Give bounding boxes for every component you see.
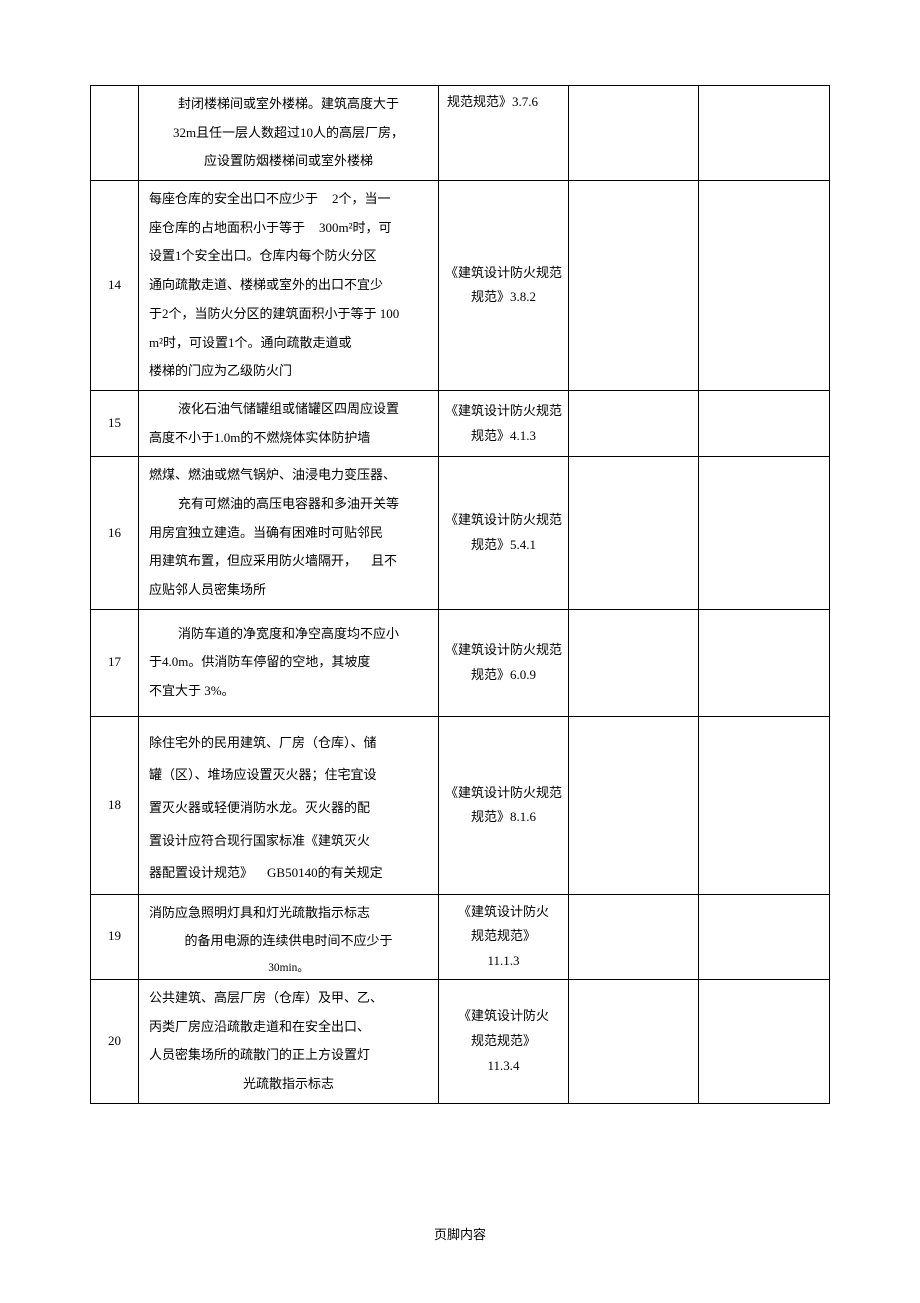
table-row: 16 燃煤、燃油或燃气锅炉、油浸电力变压器、 充有可燃油的高压电容器和多油开关等… xyxy=(91,457,830,609)
desc-line: 器配置设计规范》GB50140的有关规定 xyxy=(145,857,432,890)
row-col4 xyxy=(569,390,699,456)
desc-line: 的备用电源的连续供电时间不应少于 xyxy=(145,927,432,956)
desc-line: 高度不小于1.0m的不燃烧体实体防护墙 xyxy=(145,424,432,453)
row-description: 除住宅外的民用建筑、厂房（仓库）、储 罐（区）、堆场应设置灭火器；住宅宜设 置灭… xyxy=(139,716,439,894)
desc-line: 用建筑布置，但应采用防火墙隔开，且不 xyxy=(145,547,432,576)
row-col5 xyxy=(699,181,830,391)
row-reference: 《建筑设计防火规范规范》8.1.6 xyxy=(439,716,569,894)
ref-line: 11.1.3 xyxy=(445,949,562,974)
ref-line: 规范规范》 xyxy=(445,1029,562,1054)
desc-line: 用房宜独立建造。当确有困难时可贴邻民 xyxy=(145,519,432,548)
row-number: 17 xyxy=(91,609,139,716)
ref-line: 《建筑设计防火 xyxy=(445,1004,562,1029)
row-description: 封闭楼梯间或室外楼梯。建筑高度大于 32m且任一层人数超过10人的高层厂房， 应… xyxy=(139,86,439,181)
row-number: 18 xyxy=(91,716,139,894)
table-row: 18 除住宅外的民用建筑、厂房（仓库）、储 罐（区）、堆场应设置灭火器；住宅宜设… xyxy=(91,716,830,894)
desc-line: 座仓库的占地面积小于等于300m²时，可 xyxy=(145,214,432,243)
row-col4 xyxy=(569,181,699,391)
desc-line: 置设计应符合现行国家标准《建筑灭火 xyxy=(145,825,432,858)
desc-line: 光疏散指示标志 xyxy=(145,1070,432,1099)
desc-line: 于4.0m。供消防车停留的空地，其坡度 xyxy=(145,648,432,677)
desc-line: 30min。 xyxy=(152,957,425,979)
desc-line: 人员密集场所的疏散门的正上方设置灯 xyxy=(145,1041,432,1070)
desc-line: 通向疏散走道、楼梯或室外的出口不宜少 xyxy=(145,271,432,300)
row-number: 20 xyxy=(91,979,139,1103)
row-col4 xyxy=(569,979,699,1103)
row-reference: 《建筑设计防火规范规范》6.0.9 xyxy=(439,609,569,716)
row-reference: 《建筑设计防火 规范规范》 11.1.3 xyxy=(439,894,569,979)
page-container: 封闭楼梯间或室外楼梯。建筑高度大于 32m且任一层人数超过10人的高层厂房， 应… xyxy=(0,0,920,1144)
row-description: 液化石油气储罐组或储罐区四周应设置 高度不小于1.0m的不燃烧体实体防护墙 xyxy=(139,390,439,456)
desc-line: 封闭楼梯间或室外楼梯。建筑高度大于 xyxy=(145,90,432,119)
row-col4 xyxy=(569,894,699,979)
desc-line: 应贴邻人员密集场所 xyxy=(145,576,432,605)
desc-line: 充有可燃油的高压电容器和多油开关等 xyxy=(145,490,432,519)
row-number: 16 xyxy=(91,457,139,609)
table-row: 封闭楼梯间或室外楼梯。建筑高度大于 32m且任一层人数超过10人的高层厂房， 应… xyxy=(91,86,830,181)
desc-line: 公共建筑、高层厂房（仓库）及甲、乙、 xyxy=(145,984,432,1013)
table-row: 14 每座仓库的安全出口不应少于2个，当一 座仓库的占地面积小于等于300m²时… xyxy=(91,181,830,391)
row-reference: 规范规范》3.7.6 xyxy=(439,86,569,181)
row-number: 19 xyxy=(91,894,139,979)
desc-line: 置灭火器或轻便消防水龙。灭火器的配 xyxy=(145,792,432,825)
regulations-table: 封闭楼梯间或室外楼梯。建筑高度大于 32m且任一层人数超过10人的高层厂房， 应… xyxy=(90,85,830,1104)
table-row: 20 公共建筑、高层厂房（仓库）及甲、乙、 丙类厂房应沿疏散走道和在安全出口、 … xyxy=(91,979,830,1103)
desc-line: 消防车道的净宽度和净空高度均不应小 xyxy=(145,620,432,649)
ref-line: 11.3.4 xyxy=(445,1054,562,1079)
row-description: 公共建筑、高层厂房（仓库）及甲、乙、 丙类厂房应沿疏散走道和在安全出口、 人员密… xyxy=(139,979,439,1103)
table-body: 封闭楼梯间或室外楼梯。建筑高度大于 32m且任一层人数超过10人的高层厂房， 应… xyxy=(91,86,830,1104)
desc-line: 液化石油气储罐组或储罐区四周应设置 xyxy=(145,395,432,424)
row-col5 xyxy=(699,457,830,609)
desc-line: 不宜大于 3%。 xyxy=(145,677,432,706)
desc-line: 楼梯的门应为乙级防火门 xyxy=(145,357,432,386)
table-row: 17 消防车道的净宽度和净空高度均不应小 于4.0m。供消防车停留的空地，其坡度… xyxy=(91,609,830,716)
desc-line: 每座仓库的安全出口不应少于2个，当一 xyxy=(145,185,432,214)
ref-line: 《建筑设计防火 xyxy=(445,900,562,925)
desc-line: m²时，可设置1个。通向疏散走道或 xyxy=(145,329,432,358)
row-reference: 《建筑设计防火规范规范》3.8.2 xyxy=(439,181,569,391)
row-description: 消防车道的净宽度和净空高度均不应小 于4.0m。供消防车停留的空地，其坡度 不宜… xyxy=(139,609,439,716)
desc-line: 罐（区）、堆场应设置灭火器；住宅宜设 xyxy=(145,759,432,792)
desc-line: 消防应急照明灯具和灯光疏散指示标志 xyxy=(145,899,432,928)
table-row: 19 消防应急照明灯具和灯光疏散指示标志 的备用电源的连续供电时间不应少于 30… xyxy=(91,894,830,979)
row-col5 xyxy=(699,716,830,894)
row-col4 xyxy=(569,86,699,181)
row-col5 xyxy=(699,86,830,181)
desc-line: 设置1个安全出口。仓库内每个防火分区 xyxy=(145,242,432,271)
desc-line: 燃煤、燃油或燃气锅炉、油浸电力变压器、 xyxy=(145,461,432,490)
row-col5 xyxy=(699,979,830,1103)
row-col4 xyxy=(569,716,699,894)
desc-line: 应设置防烟楼梯间或室外楼梯 xyxy=(145,147,432,176)
row-reference: 《建筑设计防火规范规范》4.1.3 xyxy=(439,390,569,456)
row-reference: 《建筑设计防火规范规范》5.4.1 xyxy=(439,457,569,609)
page-footer: 页脚内容 xyxy=(0,1224,920,1243)
desc-line: 32m且任一层人数超过10人的高层厂房， xyxy=(145,119,432,148)
row-reference: 《建筑设计防火 规范规范》 11.3.4 xyxy=(439,979,569,1103)
row-description: 消防应急照明灯具和灯光疏散指示标志 的备用电源的连续供电时间不应少于 30min… xyxy=(139,894,439,979)
row-col5 xyxy=(699,609,830,716)
desc-line: 除住宅外的民用建筑、厂房（仓库）、储 xyxy=(145,727,432,760)
desc-line: 于2个，当防火分区的建筑面积小于等于 100 xyxy=(145,300,432,329)
row-col5 xyxy=(699,894,830,979)
row-number xyxy=(91,86,139,181)
ref-line: 规范规范》 xyxy=(445,924,562,949)
row-number: 15 xyxy=(91,390,139,456)
desc-line: 丙类厂房应沿疏散走道和在安全出口、 xyxy=(145,1013,432,1042)
table-row: 15 液化石油气储罐组或储罐区四周应设置 高度不小于1.0m的不燃烧体实体防护墙… xyxy=(91,390,830,456)
row-col4 xyxy=(569,609,699,716)
row-col4 xyxy=(569,457,699,609)
row-description: 每座仓库的安全出口不应少于2个，当一 座仓库的占地面积小于等于300m²时，可 … xyxy=(139,181,439,391)
row-description: 燃煤、燃油或燃气锅炉、油浸电力变压器、 充有可燃油的高压电容器和多油开关等 用房… xyxy=(139,457,439,609)
row-number: 14 xyxy=(91,181,139,391)
row-col5 xyxy=(699,390,830,456)
